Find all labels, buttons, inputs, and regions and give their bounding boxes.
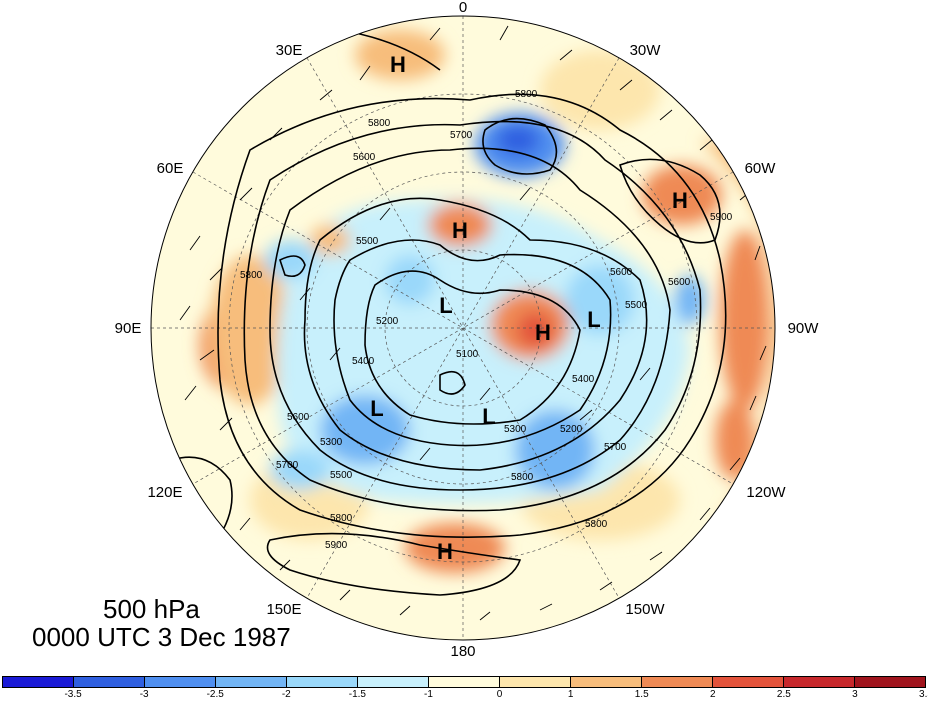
colorbar-tick-label: 3 [852, 689, 858, 700]
lon-label: 0 [459, 0, 467, 16]
low-center: L [482, 404, 495, 429]
colorbar-cell [145, 677, 216, 687]
contour-label: 5300 [504, 424, 527, 435]
lon-label: 60W [745, 160, 777, 177]
contour-label: 5700 [604, 442, 627, 453]
lon-label: 150E [266, 601, 301, 618]
high-center: H [452, 218, 468, 243]
map-border [150, 15, 776, 641]
lon-label: 150W [625, 601, 665, 618]
colorbar-tick-label: -2 [281, 689, 291, 700]
contour-label: 5800 [515, 89, 538, 100]
contour-label: 5500 [625, 300, 648, 311]
contour-label: 5200 [560, 424, 583, 435]
lon-label: 90W [788, 320, 820, 337]
contour-label: 5800 [240, 270, 263, 281]
colorbar-cell [784, 677, 855, 687]
contour-label: 5600 [668, 277, 691, 288]
anomaly-shading [200, 30, 775, 573]
colorbar-tick-label: 1 [567, 689, 574, 700]
contour-label: 5600 [287, 412, 310, 423]
contour-label: 5600 [610, 267, 633, 278]
colorbar-cell [358, 677, 429, 687]
colorbar-cell [642, 677, 713, 687]
low-center: L [370, 396, 383, 421]
high-center: H [437, 539, 453, 564]
colorbar-cell [3, 677, 74, 687]
height-contours [151, 29, 727, 596]
colorbar-cell [571, 677, 642, 687]
lon-label: 120W [746, 484, 786, 501]
contour-label: 5300 [320, 437, 343, 448]
colorbar-tick-label: 2.5 [776, 689, 791, 700]
contour-label: 5700 [276, 460, 299, 471]
contour-label: 5800 [585, 519, 608, 530]
contour-label: 5500 [330, 470, 353, 481]
colorbar-cell [713, 677, 784, 687]
colorbar-tick-label: -3 [139, 689, 149, 700]
colorbar-tick-label: -2.5 [206, 689, 224, 700]
colorbar-tick-label: 0 [496, 689, 503, 700]
colorbar-cell [500, 677, 571, 687]
graticule [151, 16, 775, 640]
contour-label: 5800 [511, 472, 534, 483]
longitude-labels: 0 30W 60W 90W 120W 150W 180 150E 120E 90… [115, 0, 820, 660]
valid-time-title: 0000 UTC 3 Dec 1987 [32, 622, 291, 652]
colorbar-cell [287, 677, 358, 687]
colorbar-cell [429, 677, 500, 687]
contour-label: 5700 [450, 130, 473, 141]
contour-label: 5400 [572, 374, 595, 385]
colorbar-tick-label: -1 [424, 689, 433, 700]
contour-label: 5900 [710, 212, 733, 223]
contour-label: 5900 [325, 540, 348, 551]
colorbar-cell [855, 677, 925, 687]
colorbar-tick-label: 3.5 [919, 689, 928, 700]
lon-label: 90E [115, 320, 142, 337]
colorbar-tick-label: 1.5 [634, 689, 649, 700]
lon-label: 30E [276, 42, 303, 59]
contour-label: 5200 [376, 316, 399, 327]
lon-label: 120E [147, 484, 182, 501]
lon-label: 180 [450, 643, 475, 660]
low-center: L [587, 307, 600, 332]
lon-label: 30W [630, 42, 662, 59]
contour-label: 5800 [330, 513, 353, 524]
colorbar-cell [74, 677, 145, 687]
high-center: H [535, 320, 551, 345]
contour-label: 5600 [353, 152, 376, 163]
contour-label: 5100 [456, 349, 479, 360]
colorbar-cell [216, 677, 287, 687]
colorbar [2, 676, 926, 688]
low-center: L [439, 293, 452, 318]
contour-label: 5400 [352, 356, 375, 367]
contour-labels: 5800 5700 5800 5600 5500 5800 5400 5200 … [240, 89, 733, 551]
high-center: H [390, 52, 406, 77]
pressure-level-title: 500 hPa [103, 594, 200, 624]
high-center: H [672, 188, 688, 213]
lon-label: 60E [157, 160, 184, 177]
pressure-centers: H H H H H L L L L [370, 52, 688, 564]
contour-label: 5800 [368, 118, 391, 129]
contour-label: 5500 [356, 236, 379, 247]
colorbar-tick-label: -1.5 [348, 689, 366, 700]
colorbar-tick-label: -3.5 [64, 689, 82, 700]
colorbar-tick-label: 2 [709, 689, 716, 700]
